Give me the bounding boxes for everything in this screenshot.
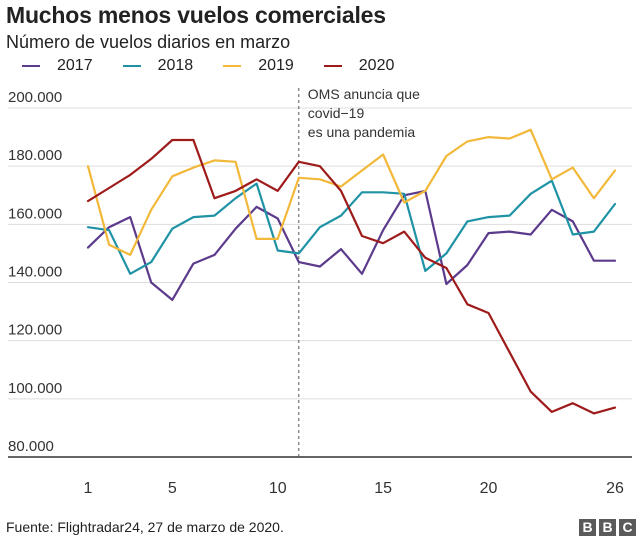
bbc-logo: B B C — [576, 519, 636, 536]
legend-swatch — [223, 64, 242, 68]
annotation-text: covid−19 — [308, 105, 365, 121]
annotation-text: es una pandemia — [308, 124, 416, 140]
x-tick-label: 1 — [84, 480, 93, 497]
x-tick-label: 10 — [269, 480, 287, 497]
legend-swatch — [22, 64, 40, 68]
y-tick-label: 100.000 — [8, 380, 62, 397]
source-note: Fuente: Flightradar24, 27 de marzo de 20… — [6, 519, 284, 535]
legend-label: 2020 — [358, 57, 395, 74]
y-tick-label: 80.000 — [8, 438, 54, 455]
legend-label: 2017 — [57, 57, 93, 74]
bbc-logo-letter: B — [599, 519, 616, 536]
y-tick-label: 120.000 — [8, 322, 62, 339]
x-tick-label: 20 — [480, 480, 498, 497]
legend: 2017 2018 2019 2020 — [22, 57, 424, 75]
x-tick-label: 15 — [374, 480, 392, 497]
legend-item-2018: 2018 — [122, 57, 194, 75]
y-tick-label: 180.000 — [8, 147, 62, 164]
x-tick-label: 5 — [168, 480, 177, 497]
x-tick-label: 26 — [606, 480, 624, 497]
legend-swatch — [122, 64, 141, 68]
series-line-2019 — [86, 128, 617, 256]
y-tick-label: 140.000 — [8, 264, 62, 281]
series-line-2020 — [86, 138, 617, 415]
chart-title: Muchos menos vuelos comerciales — [6, 2, 386, 28]
legend-item-2020: 2020 — [323, 57, 395, 75]
series-line-2018 — [86, 179, 617, 275]
legend-item-2019: 2019 — [223, 57, 294, 75]
line-chart: 80.000 100.000 120.000 140.000 160.000 180.00… — [8, 86, 632, 497]
legend-label: 2019 — [258, 57, 294, 74]
y-tick-label: 200.000 — [8, 89, 62, 106]
legend-swatch — [323, 64, 342, 68]
legend-item-2017: 2017 — [22, 57, 93, 75]
annotation-text: OMS anuncia que — [308, 86, 420, 102]
y-tick-label: 160.000 — [8, 205, 62, 222]
bbc-logo-letter: C — [619, 519, 636, 536]
legend-label: 2018 — [157, 57, 194, 74]
bbc-logo-letter: B — [579, 519, 596, 536]
chart-subtitle: Número de vuelos diarios en marzo — [6, 32, 291, 52]
series-line-2017 — [86, 189, 617, 301]
